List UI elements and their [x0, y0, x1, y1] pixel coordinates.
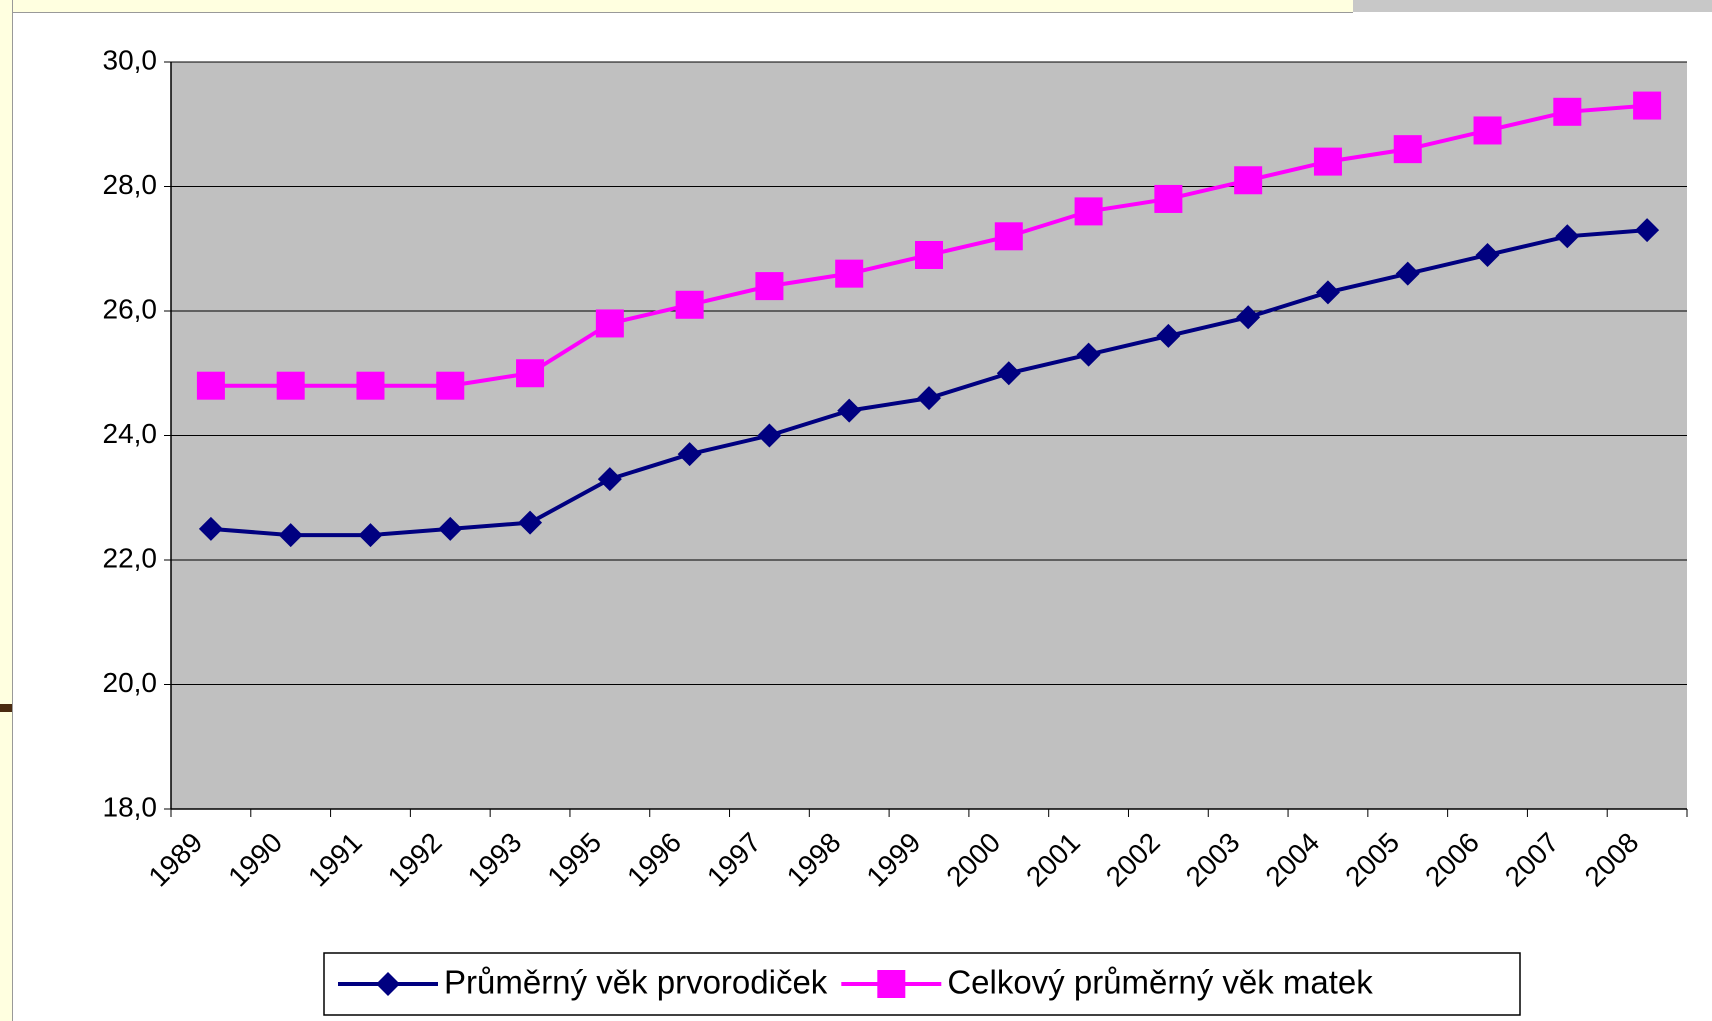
marker: [1074, 197, 1103, 226]
x-tick-label: 1990: [222, 827, 288, 893]
legend-label: Celkový průměrný věk matek: [947, 964, 1373, 1001]
top-band: [0, 0, 1353, 13]
marker: [518, 510, 543, 535]
marker: [1236, 305, 1261, 330]
marker: [1315, 280, 1340, 305]
y-tick-label: 18,0: [103, 791, 158, 822]
marker: [755, 272, 784, 301]
marker: [1154, 184, 1183, 213]
x-tick-label: 1991: [302, 827, 368, 893]
marker: [597, 467, 622, 492]
top-band-right: [1353, 0, 1712, 12]
x-tick-label: 2003: [1180, 827, 1246, 893]
x-tick-label: 2005: [1339, 827, 1405, 893]
marker: [835, 259, 864, 288]
x-tick-label: 2008: [1579, 827, 1645, 893]
marker: [915, 240, 943, 269]
marker: [436, 371, 465, 400]
marker: [376, 972, 400, 996]
marker: [196, 371, 225, 400]
marker: [438, 516, 463, 541]
y-tick-label: 28,0: [103, 169, 158, 200]
x-tick-label: 1989: [142, 827, 208, 893]
marker: [1475, 242, 1500, 267]
marker: [1553, 97, 1582, 126]
x-tick-label: 1999: [860, 827, 926, 893]
legend-label: Průměrný věk prvorodiček: [444, 964, 828, 1001]
marker: [1473, 116, 1502, 145]
marker: [994, 222, 1023, 251]
marker: [877, 970, 906, 998]
marker: [358, 523, 383, 548]
y-tick-label: 24,0: [103, 418, 158, 449]
marker: [996, 361, 1021, 386]
marker: [278, 523, 303, 548]
marker: [677, 442, 702, 467]
left-band: [0, 0, 13, 1021]
y-tick-label: 22,0: [103, 542, 158, 573]
marker: [516, 359, 545, 388]
marker: [837, 398, 862, 423]
marker: [1635, 218, 1660, 243]
marker: [276, 371, 305, 400]
marker: [356, 371, 385, 400]
x-tick-label: 1993: [462, 827, 528, 893]
x-tick-label: 2000: [940, 827, 1006, 893]
marker: [675, 290, 704, 319]
x-tick-label: 2002: [1100, 827, 1166, 893]
marker: [917, 386, 941, 411]
marker: [1393, 135, 1422, 164]
x-tick-label: 2006: [1419, 827, 1485, 893]
marker: [595, 309, 624, 338]
x-tick-label: 1998: [781, 827, 847, 893]
marker: [1313, 147, 1342, 176]
x-tick-label: 1997: [701, 827, 767, 893]
x-tick-label: 1996: [621, 827, 687, 893]
x-tick-label: 1992: [382, 827, 448, 893]
marker: [1076, 342, 1101, 367]
marker: [1156, 323, 1181, 348]
y-tick-label: 20,0: [103, 667, 158, 698]
x-tick-label: 2001: [1020, 827, 1086, 893]
marker: [1633, 91, 1662, 120]
marker: [757, 423, 782, 448]
x-tick-label: 1995: [541, 827, 607, 893]
y-tick-label: 30,0: [103, 44, 158, 75]
marker: [198, 516, 223, 541]
y-tick-label: 26,0: [103, 293, 158, 324]
marker: [1555, 224, 1580, 249]
x-tick-label: 2004: [1259, 827, 1325, 893]
left-mark: [0, 704, 12, 712]
marker: [1234, 166, 1263, 195]
x-tick-label: 2007: [1499, 827, 1565, 893]
marker: [1395, 261, 1420, 286]
